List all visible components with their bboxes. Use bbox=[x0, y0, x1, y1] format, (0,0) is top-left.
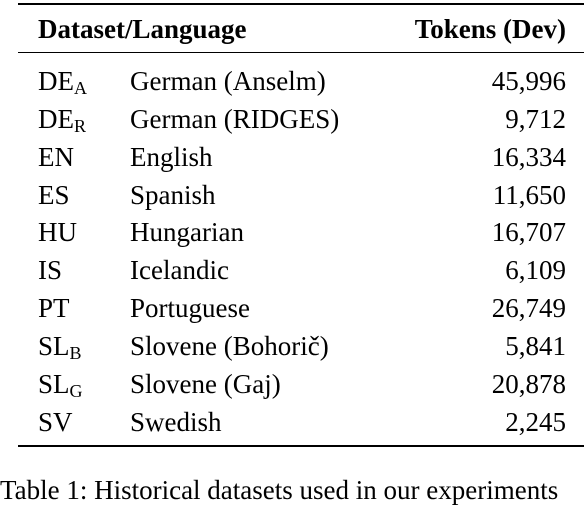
language-name: Slovene (Gaj) bbox=[130, 369, 281, 399]
language-name: English bbox=[130, 142, 213, 172]
language-name: Swedish bbox=[130, 407, 222, 437]
table-row: DER German (RIDGES) 9,712 bbox=[18, 101, 584, 138]
table-row: ES Spanish 11,650 bbox=[18, 177, 584, 214]
language-name: Hungarian bbox=[130, 217, 244, 247]
token-count: 9,712 bbox=[505, 104, 566, 134]
token-count: 11,650 bbox=[492, 180, 566, 210]
table-row: PT Portuguese 26,749 bbox=[18, 290, 584, 327]
token-count: 6,109 bbox=[505, 255, 566, 285]
dataset-code: ES bbox=[38, 180, 70, 210]
token-count: 2,245 bbox=[505, 407, 566, 437]
dataset-code: EN bbox=[38, 142, 74, 172]
dataset-code: DEA bbox=[38, 66, 87, 98]
language-name: Icelandic bbox=[130, 255, 229, 285]
token-count: 16,334 bbox=[491, 142, 566, 172]
table-row: SLG Slovene (Gaj) 20,878 bbox=[18, 366, 584, 403]
table-caption: Table 1: Historical datasets used in our… bbox=[0, 475, 559, 505]
dataset-code: IS bbox=[38, 255, 63, 285]
table-row: EN English 16,334 bbox=[18, 139, 584, 176]
language-name: Portuguese bbox=[130, 293, 250, 323]
language-name: Slovene (Bohorič) bbox=[130, 331, 329, 361]
table-row: IS Icelandic 6,109 bbox=[18, 252, 584, 289]
language-name: German (RIDGES) bbox=[130, 104, 340, 134]
token-count: 26,749 bbox=[491, 293, 566, 323]
language-name: German (Anselm) bbox=[130, 66, 326, 96]
dataset-code: DER bbox=[38, 104, 87, 136]
table-row: SLB Slovene (Bohorič) 5,841 bbox=[18, 328, 584, 365]
token-count: 5,841 bbox=[505, 331, 566, 361]
dataset-code: SLG bbox=[38, 369, 83, 401]
table-row: HU Hungarian 16,707 bbox=[18, 214, 584, 251]
table-row: SV Swedish 2,245 bbox=[18, 404, 584, 441]
header-dataset-language: Dataset/Language bbox=[38, 14, 247, 44]
table-row: DEA German (Anselm) 45,996 bbox=[18, 63, 584, 100]
token-count: 20,878 bbox=[491, 369, 566, 399]
header-tokens-dev: Tokens (Dev) bbox=[414, 14, 566, 44]
table-bottom-rule bbox=[18, 445, 584, 447]
table-top-rule bbox=[18, 3, 584, 5]
dataset-code: SLB bbox=[38, 331, 82, 363]
dataset-code: HU bbox=[38, 217, 77, 247]
token-count: 45,996 bbox=[491, 66, 566, 96]
language-name: Spanish bbox=[130, 180, 216, 210]
table-header-rule bbox=[18, 52, 584, 53]
dataset-code: SV bbox=[38, 407, 73, 437]
token-count: 16,707 bbox=[491, 217, 566, 247]
dataset-code: PT bbox=[38, 293, 70, 323]
